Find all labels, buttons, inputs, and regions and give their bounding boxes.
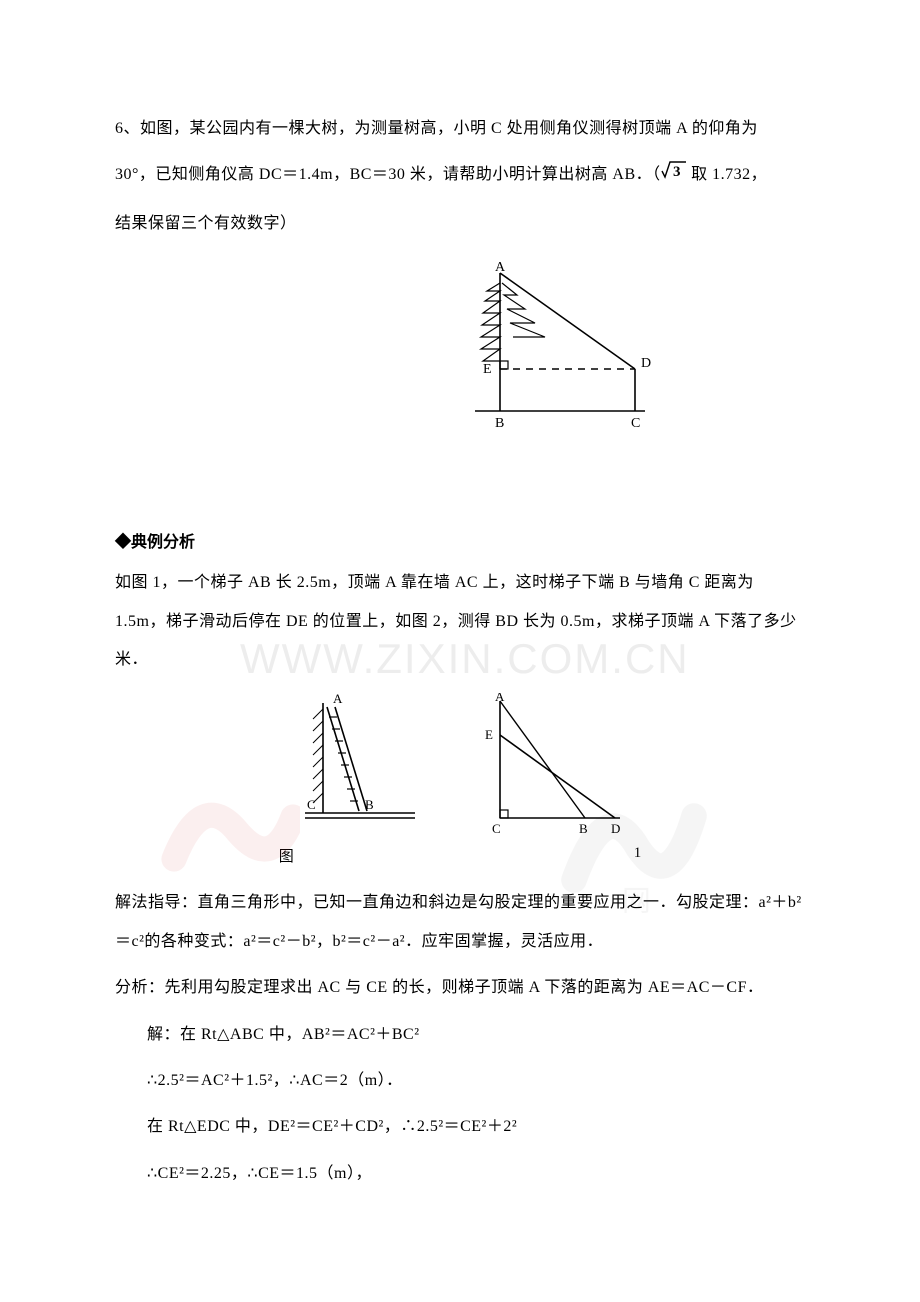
figure-caption-right: 1 bbox=[634, 845, 642, 866]
figure-caption-left: 图 bbox=[279, 845, 294, 866]
sol-line4: ∴CE²＝2.25，∴CE＝1.5（m）， bbox=[115, 1155, 805, 1193]
sol-line2: ∴2.5²＝AC²＋1.5²，∴AC＝2（m）． bbox=[115, 1062, 805, 1100]
svg-text:C: C bbox=[492, 821, 501, 836]
problem6-line1: 6、如图，某公园内有一棵大树，为测量树高，小明 C 处用侧角仪测得树顶端 A 的… bbox=[115, 110, 805, 148]
svg-text:D: D bbox=[641, 356, 651, 371]
sol-line3: 在 Rt△EDC 中，DE²＝CE²＋CD²，∴2.5²＝CE²＋2² bbox=[115, 1108, 805, 1146]
figure-ladders: A C B A E C B D bbox=[115, 693, 805, 843]
svg-text:A: A bbox=[333, 693, 343, 706]
problem6-line2: 30°，已知侧角仪高 DC＝1.4m，BC＝30 米，请帮助小明计算出树高 AB… bbox=[115, 156, 805, 196]
svg-text:3: 3 bbox=[673, 164, 681, 180]
sol-line1: 解：在 Rt△ABC 中，AB²＝AC²＋BC² bbox=[115, 1016, 805, 1054]
problem6-line3: 结果保留三个有效数字） bbox=[115, 205, 805, 243]
section-heading: ◆典例分析 bbox=[115, 528, 805, 552]
example-para1: 如图 1，一个梯子 AB 长 2.5m，顶端 A 靠在墙 AC 上，这时梯子下端… bbox=[115, 564, 805, 679]
svg-text:A: A bbox=[495, 693, 505, 704]
svg-text:E: E bbox=[483, 362, 492, 377]
svg-text:B: B bbox=[365, 797, 374, 812]
svg-text:E: E bbox=[485, 727, 493, 742]
figure-ladder-1: A C B bbox=[285, 693, 425, 843]
guide-para: 解法指导：直角三角形中，已知一直角边和斜边是勾股定理的重要应用之一．勾股定理：a… bbox=[115, 884, 805, 961]
svg-text:B: B bbox=[579, 821, 588, 836]
analysis-para: 分析：先利用勾股定理求出 AC 与 CE 的长，则梯子顶端 A 下落的距离为 A… bbox=[115, 969, 805, 1007]
svg-text:C: C bbox=[631, 416, 640, 431]
sqrt3-symbol: 3 bbox=[661, 158, 687, 196]
svg-text:C: C bbox=[307, 797, 316, 812]
svg-text:B: B bbox=[495, 416, 504, 431]
figure-ladder-2: A E C B D bbox=[465, 693, 635, 843]
problem6-line2a: 30°，已知侧角仪高 DC＝1.4m，BC＝30 米，请帮助小明计算出树高 AB… bbox=[115, 166, 661, 183]
figure-tree: A E B C D bbox=[455, 261, 665, 431]
svg-text:A: A bbox=[495, 261, 506, 275]
svg-text:D: D bbox=[611, 821, 620, 836]
problem6-line2b: 取 1.732， bbox=[687, 166, 768, 183]
